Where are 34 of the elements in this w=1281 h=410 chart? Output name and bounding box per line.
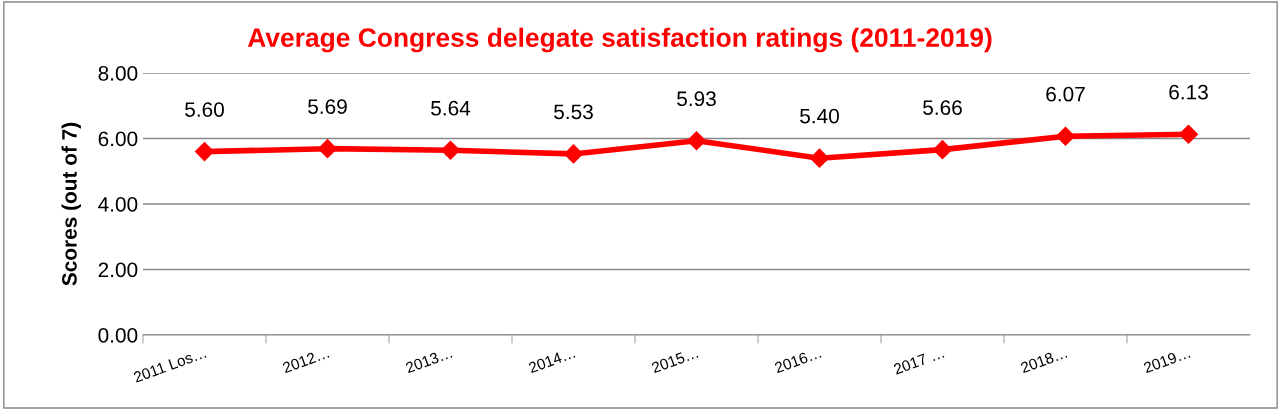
data-label: 6.13 [1169, 84, 1208, 100]
point [563, 144, 584, 164]
chart-title: Average Congress delegate satisfaction ratings (2011-2019) [247, 27, 992, 53]
x-tick-label: 2018… [1020, 347, 1068, 374]
x-tick-label: 2019… [1143, 347, 1191, 374]
data-label: 5.66 [923, 100, 962, 115]
y-tick-label: 6.00 [98, 131, 138, 147]
point [809, 148, 830, 168]
x-tick-label: 2015… [651, 347, 699, 374]
x-tick-label: 2012… [282, 347, 330, 374]
data-label: 5.93 [677, 91, 716, 107]
y-tick-label: 8.00 [98, 66, 138, 81]
point [194, 142, 215, 162]
x-tick-label: 2016… [774, 347, 822, 374]
data-label: 5.60 [185, 102, 224, 117]
x-tick-label: 2017 … [893, 347, 945, 375]
x-tick-label: 2014… [528, 347, 576, 374]
x-tick-label: 2013… [405, 347, 453, 374]
point [1178, 124, 1199, 144]
point [932, 140, 953, 160]
data-label: 5.40 [800, 108, 839, 124]
data-label: 5.64 [431, 100, 471, 116]
point [317, 139, 338, 159]
y-tick-label: 4.00 [98, 197, 138, 212]
y-tick-label: 0.00 [98, 328, 138, 343]
point [440, 140, 461, 160]
data-label: 5.53 [554, 104, 593, 120]
x-tick-label: 2011 Los… [133, 347, 207, 383]
y-tick-label: 2.00 [98, 262, 138, 278]
data-label: 6.07 [1046, 86, 1085, 102]
data-label: 5.69 [308, 99, 347, 114]
point [1055, 126, 1076, 146]
y-axis-title: Scores (out of 7) [61, 122, 81, 286]
point [686, 131, 707, 151]
